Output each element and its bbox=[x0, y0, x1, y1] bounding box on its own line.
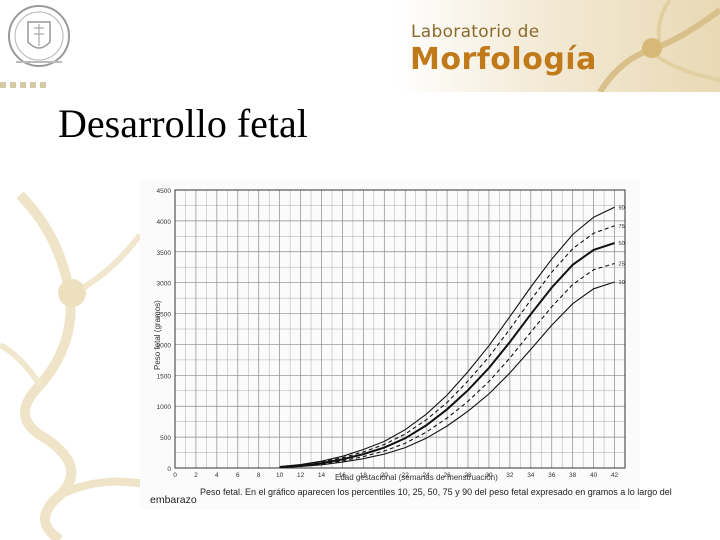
y-tick-label: 1500 bbox=[157, 373, 172, 380]
neuron-decoration-icon bbox=[597, 0, 720, 92]
series-line-p75 bbox=[279, 225, 615, 468]
series-label: 50 bbox=[619, 241, 625, 247]
y-tick-label: 4000 bbox=[157, 219, 172, 226]
x-tick-label: 32 bbox=[506, 472, 514, 479]
chart-background bbox=[140, 180, 640, 510]
series-label: 25 bbox=[619, 262, 625, 268]
lab-title-line2: Morfología bbox=[410, 42, 597, 77]
x-tick-label: 10 bbox=[276, 472, 284, 479]
x-tick-label: 14 bbox=[318, 472, 326, 479]
x-tick-label: 26 bbox=[443, 472, 451, 479]
series-line-p50 bbox=[279, 242, 615, 469]
x-tick-label: 34 bbox=[527, 472, 535, 479]
x-tick-label: 28 bbox=[464, 472, 472, 479]
decoration-dots bbox=[0, 82, 46, 88]
series-line-p25 bbox=[279, 262, 615, 468]
header-band bbox=[0, 0, 720, 92]
series-label: 75 bbox=[619, 224, 625, 230]
series-label: 10 bbox=[619, 280, 625, 286]
y-tick-label: 0 bbox=[167, 466, 171, 473]
x-tick-label: 30 bbox=[485, 472, 493, 479]
university-crest-icon bbox=[8, 5, 70, 67]
x-axis-label: Edad gestacional (semanas de menstruació… bbox=[335, 473, 498, 482]
series-line-p10 bbox=[279, 281, 615, 468]
plot-frame bbox=[174, 189, 626, 469]
series-line-p90 bbox=[279, 206, 615, 468]
y-tick-labels: 0 500 1000 1500 2000 2500 3000 3500 4000 4500 bbox=[157, 188, 172, 473]
y-tick-label: 1000 bbox=[157, 404, 172, 411]
neuron-background-icon bbox=[0, 191, 151, 540]
figure-caption-left: embarazo bbox=[150, 494, 197, 506]
series-labels: 90 75 50 25 10 bbox=[619, 205, 625, 286]
x-tick-label: 38 bbox=[569, 472, 577, 479]
x-tick-label: 18 bbox=[360, 472, 368, 479]
figure-caption: Peso fetal. En el gráfico aparecen los p… bbox=[200, 487, 672, 497]
chart-series bbox=[279, 206, 615, 469]
lab-title-line1: Laboratorio de bbox=[411, 22, 540, 42]
y-tick-label: 4500 bbox=[157, 188, 172, 195]
chart-grid bbox=[174, 189, 626, 469]
x-tick-label: 16 bbox=[339, 472, 347, 479]
x-tick-label: 24 bbox=[423, 472, 431, 479]
x-tick-label: 20 bbox=[381, 472, 389, 479]
x-tick-label: 4 bbox=[215, 472, 219, 479]
x-tick-label: 40 bbox=[590, 472, 598, 479]
x-tick-label: 6 bbox=[236, 472, 240, 479]
y-axis-label: Peso fetal (gramos) bbox=[153, 300, 162, 370]
y-tick-label: 3000 bbox=[157, 281, 172, 288]
slide-title: Desarrollo fetal bbox=[58, 101, 308, 146]
x-tick-label: 2 bbox=[194, 472, 198, 479]
x-tick-label: 36 bbox=[548, 472, 556, 479]
y-tick-label: 3500 bbox=[157, 250, 172, 257]
y-tick-label: 2500 bbox=[157, 312, 172, 319]
x-tick-label: 0 bbox=[173, 472, 177, 479]
y-tick-label: 2000 bbox=[157, 342, 172, 349]
x-tick-label: 12 bbox=[297, 472, 305, 479]
x-tick-labels: 0 2 4 6 8 10 12 14 16 18 20 22 24 26 28 30 32 34 36 38 40 42 bbox=[173, 472, 618, 479]
x-tick-label: 8 bbox=[257, 472, 261, 479]
x-tick-label: 22 bbox=[402, 472, 410, 479]
y-tick-label: 500 bbox=[160, 435, 171, 442]
series-label: 90 bbox=[619, 205, 625, 211]
x-tick-label: 42 bbox=[611, 472, 619, 479]
